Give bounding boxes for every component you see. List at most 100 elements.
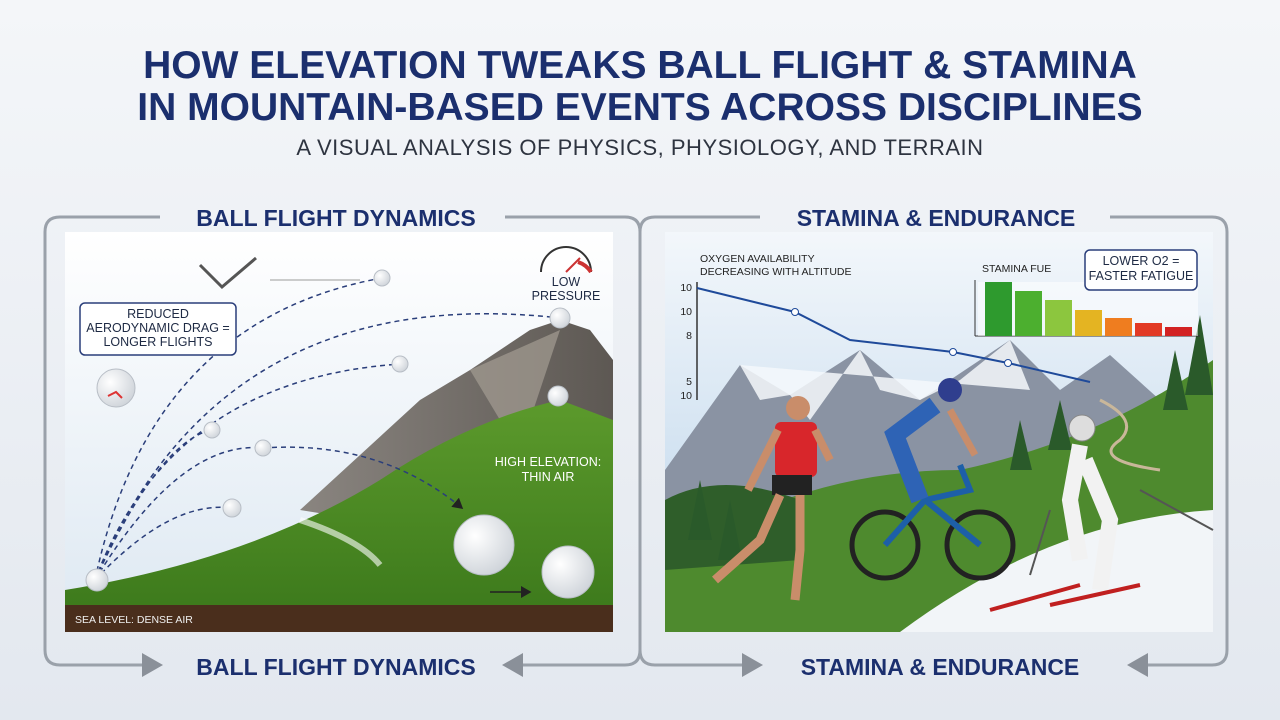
illustration-circle bbox=[222, 498, 242, 518]
illustration-path bbox=[884, 397, 941, 504]
illustration-rect bbox=[1075, 310, 1102, 336]
illustration-polygon bbox=[1048, 400, 1072, 450]
illustration-path bbox=[94, 429, 213, 581]
illustration-path bbox=[540, 246, 592, 273]
illustration-rect bbox=[65, 605, 613, 632]
illustration-circle bbox=[791, 308, 799, 316]
illustration-circle bbox=[1068, 414, 1096, 442]
illustration-circle bbox=[938, 378, 962, 402]
illustration-path bbox=[696, 287, 1091, 383]
illustration-path bbox=[262, 446, 464, 509]
illustration-path bbox=[94, 446, 264, 581]
illustration-line bbox=[1029, 509, 1051, 576]
illustration-g bbox=[94, 277, 561, 581]
illustration-polygon bbox=[688, 480, 712, 540]
pressure-label: PRESSURE bbox=[532, 289, 601, 303]
illustration-path bbox=[900, 510, 1213, 632]
illustration-line bbox=[1139, 489, 1214, 531]
ball-flight-scene: SEA LEVEL: DENSE AIR REDUCED AERODYNAMIC… bbox=[65, 232, 613, 632]
sea-level-label: SEA LEVEL: DENSE AIR bbox=[75, 614, 193, 626]
illustration-path bbox=[1061, 443, 1119, 592]
chart-title: OXYGEN AVAILABILITY bbox=[700, 253, 815, 265]
callout-line: REDUCED bbox=[127, 307, 189, 321]
illustration-path bbox=[94, 506, 233, 581]
callout-line: LONGER FLIGHTS bbox=[103, 335, 212, 349]
illustration-path bbox=[43, 215, 163, 677]
illustration-path bbox=[638, 215, 763, 677]
axis-label: 8 bbox=[686, 330, 692, 342]
elevation-label: THIN AIR bbox=[522, 470, 575, 484]
elevation-label: HIGH ELEVATION: bbox=[495, 455, 602, 469]
illustration-circle bbox=[96, 368, 136, 408]
illustration-path bbox=[107, 390, 123, 399]
illustration-path bbox=[198, 256, 257, 290]
illustration-circle bbox=[391, 355, 409, 373]
illustration-circle bbox=[254, 439, 272, 457]
illustration-polygon bbox=[1010, 420, 1032, 470]
illustration-polygon bbox=[718, 500, 742, 560]
illustration-g bbox=[985, 282, 1192, 336]
axis-label: 10 bbox=[680, 282, 692, 294]
illustration-rect bbox=[772, 475, 812, 495]
illustration-polygon bbox=[1163, 350, 1188, 410]
illustration-g bbox=[712, 396, 834, 601]
subtitle: A VISUAL ANALYSIS OF PHYSICS, PHYSIOLOGY… bbox=[296, 135, 983, 160]
illustration-path bbox=[989, 583, 1141, 612]
illustration-path bbox=[882, 463, 982, 548]
illustration-circle bbox=[1004, 359, 1012, 367]
callout-line: LOWER O2 = bbox=[1103, 254, 1180, 268]
illustration-path bbox=[94, 312, 561, 581]
illustration-circle bbox=[949, 348, 957, 356]
illustration-circle bbox=[203, 421, 221, 439]
illustration-circle bbox=[541, 545, 595, 599]
illustration-circle bbox=[944, 509, 1016, 581]
callout-line: AERODYNAMIC DRAG = bbox=[86, 321, 229, 335]
illustration-polygon bbox=[740, 340, 1030, 420]
illustration-rect bbox=[1165, 327, 1192, 336]
axis-label: 10 bbox=[680, 390, 692, 402]
illustration-rect bbox=[79, 302, 237, 356]
illustration-path bbox=[1099, 398, 1161, 472]
illustration-rect bbox=[1084, 249, 1198, 291]
pressure-label: LOW bbox=[552, 275, 581, 289]
axis-labels: 10 10 8 5 10 bbox=[680, 282, 692, 402]
illustration-path bbox=[744, 428, 834, 492]
chart-title: DECREASING WITH ALTITUDE bbox=[700, 266, 852, 278]
illustration-circle bbox=[547, 385, 569, 407]
chart-title: STAMINA FUE bbox=[982, 263, 1051, 275]
illustration-g bbox=[791, 308, 1012, 367]
panel-heading: BALL FLIGHT DYNAMICS bbox=[196, 654, 475, 680]
illustration-rect bbox=[775, 422, 817, 477]
illustration-circle bbox=[549, 307, 571, 329]
illustration-g bbox=[849, 378, 1016, 581]
illustration-g bbox=[688, 315, 1213, 560]
axis-label: 10 bbox=[680, 306, 692, 318]
illustration-path bbox=[946, 408, 979, 457]
illustration-rect bbox=[1015, 291, 1042, 336]
illustration-path bbox=[94, 363, 401, 581]
callout-line: FASTER FATIGUE bbox=[1089, 269, 1194, 283]
header: HOW ELEVATION TWEAKS BALL FLIGHT & STAMI… bbox=[137, 44, 1142, 160]
illustration-circle bbox=[786, 396, 810, 420]
illustration-g bbox=[989, 414, 1214, 612]
panel-heading: BALL FLIGHT DYNAMICS bbox=[196, 205, 475, 231]
title-line: IN MOUNTAIN-BASED EVENTS ACROSS DISCIPLI… bbox=[137, 86, 1142, 129]
illustration-polygon bbox=[470, 330, 560, 460]
frames bbox=[43, 215, 1229, 677]
illustration-circle bbox=[849, 509, 921, 581]
illustration-rect bbox=[1135, 323, 1162, 336]
illustration-polygon bbox=[1185, 315, 1213, 395]
illustration-g bbox=[85, 269, 595, 599]
illustration-path bbox=[299, 517, 383, 567]
illustration-path bbox=[1110, 215, 1229, 677]
title-line: HOW ELEVATION TWEAKS BALL FLIGHT & STAMI… bbox=[143, 44, 1137, 87]
panel-heading: STAMINA & ENDURANCE bbox=[801, 654, 1080, 680]
axis-label: 5 bbox=[686, 376, 692, 388]
illustration-path bbox=[577, 260, 593, 274]
illustration-rect bbox=[1105, 318, 1132, 336]
illustration-rect bbox=[1045, 300, 1072, 336]
illustration-circle bbox=[85, 568, 109, 592]
illustration-rect bbox=[985, 282, 1012, 336]
